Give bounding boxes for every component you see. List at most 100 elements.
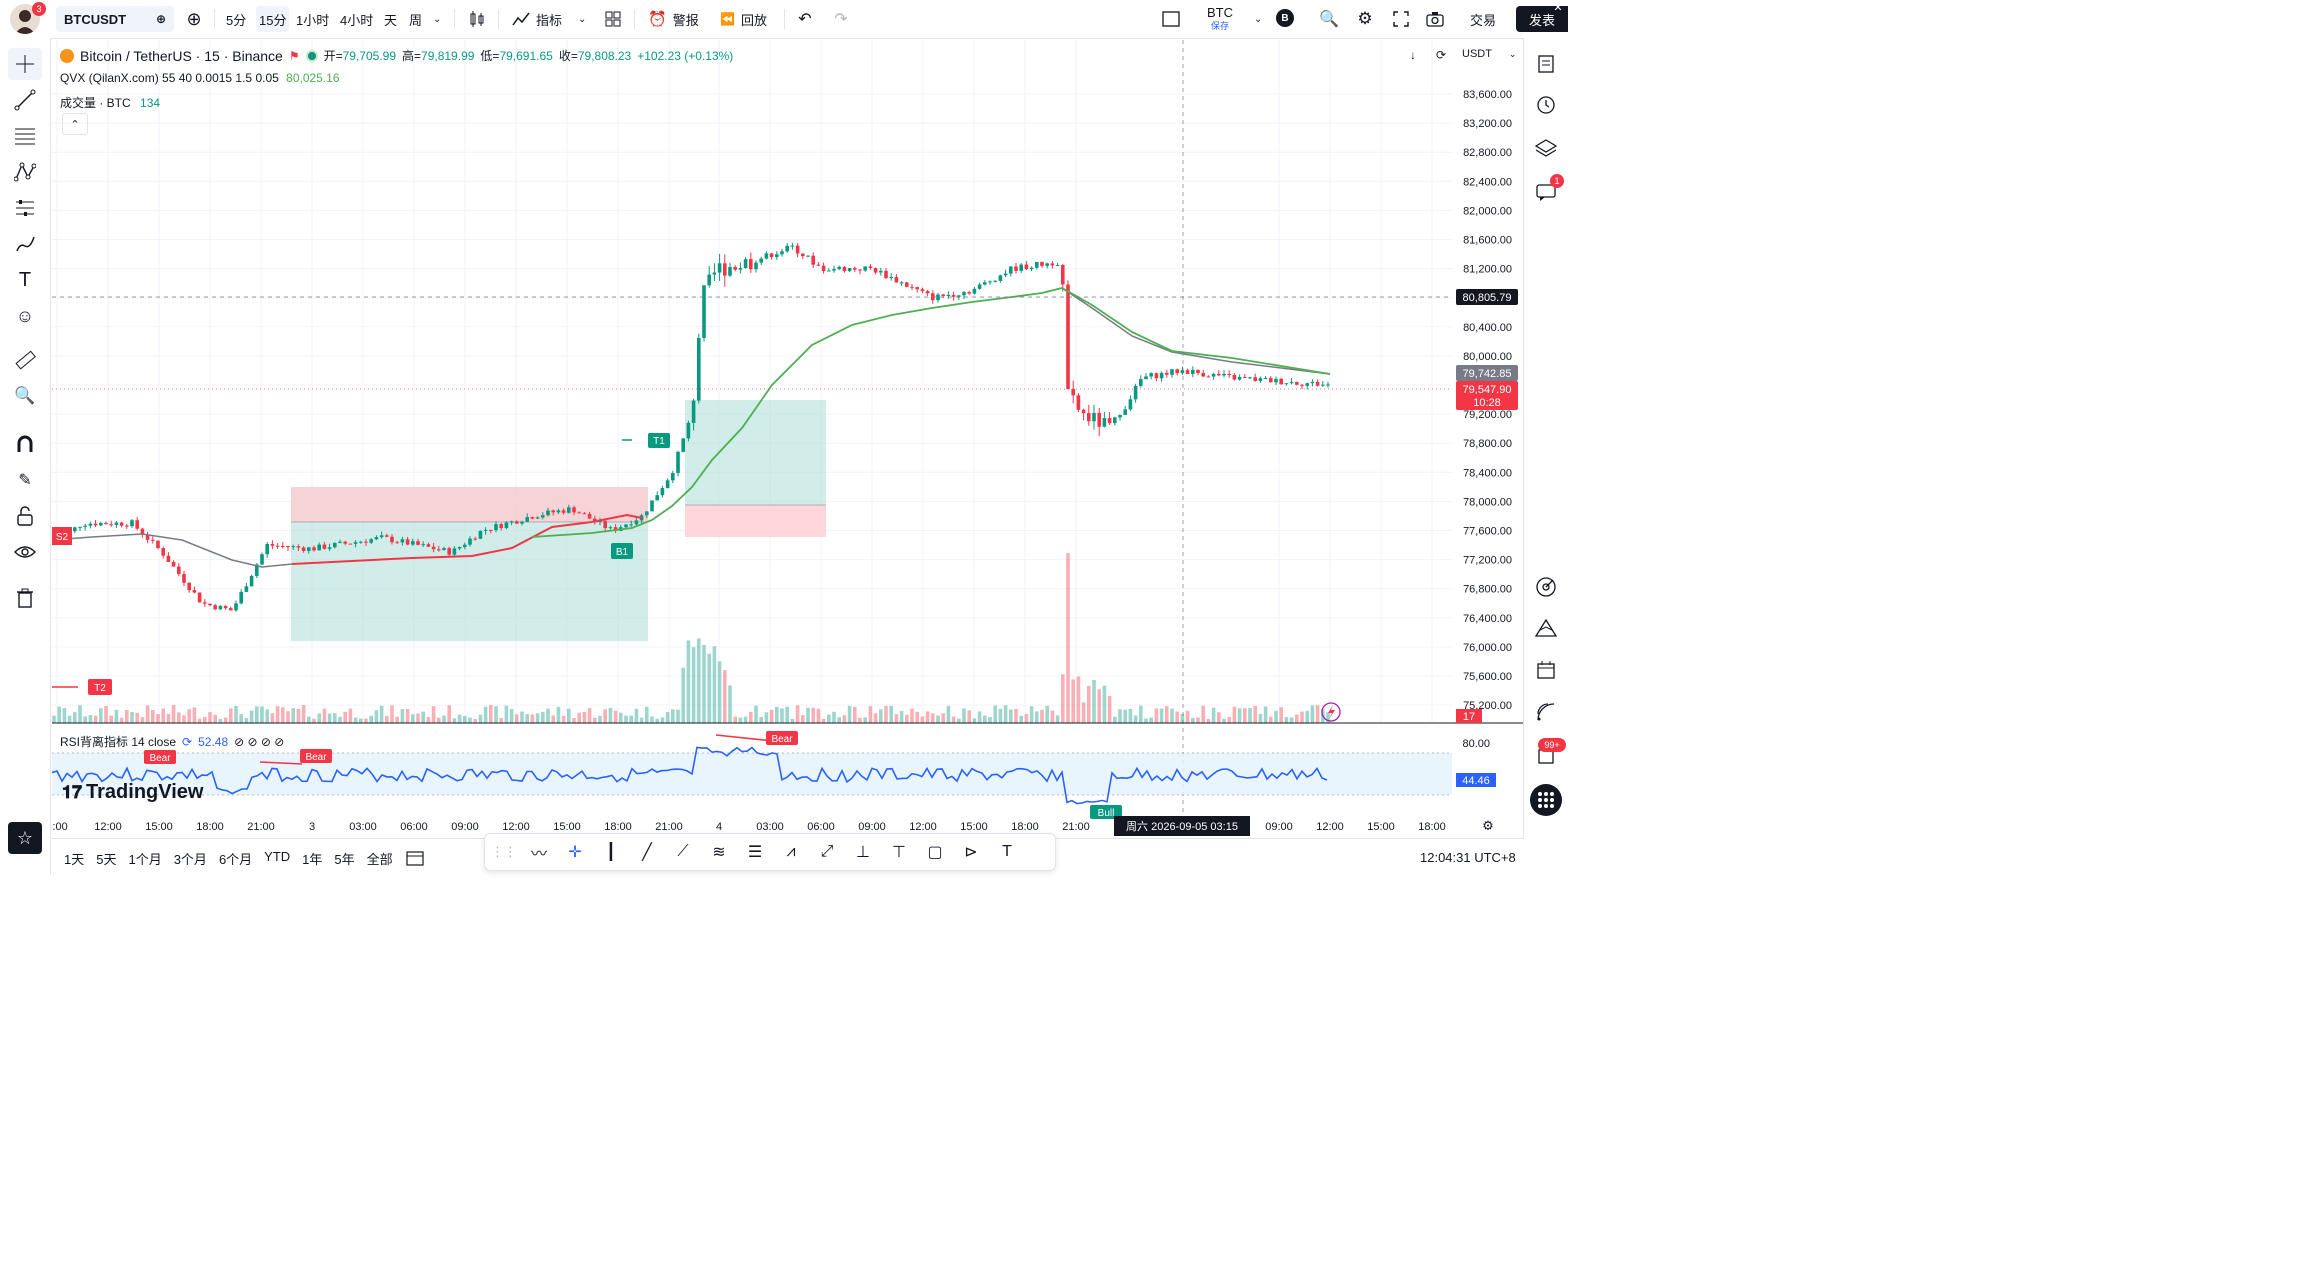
target-icon[interactable] (1532, 573, 1560, 601)
text-icon[interactable]: T (1002, 843, 1012, 860)
candle-type-icon[interactable] (466, 8, 488, 30)
currency-select[interactable]: USDT ⌄ (1462, 48, 1516, 60)
undo-icon[interactable]: ↶ (798, 11, 812, 28)
calendar-icon[interactable] (1532, 656, 1560, 684)
pattern-icon[interactable] (8, 156, 42, 188)
crosshair-tool-icon[interactable]: ✛ (568, 844, 582, 861)
chart-area[interactable]: Bear Bear Bear Bull S2 T2 T1 B1 83,600.0… (46, 40, 1524, 840)
drag-handle-icon[interactable]: ⋮⋮ (491, 844, 517, 859)
candle-body (156, 540, 160, 549)
indicators-dropdown-icon[interactable]: ⌄ (578, 13, 587, 25)
range-button[interactable]: 全部 (366, 852, 393, 867)
flag-icon[interactable]: ⚑ (288, 48, 300, 63)
interval-1h[interactable]: 1小时 (296, 6, 329, 32)
broker-badge-icon[interactable]: B (1276, 9, 1294, 27)
volume-bar (255, 706, 259, 723)
text-tool-icon[interactable]: T (18, 268, 32, 291)
clock[interactable]: 12:04:31 UTC+8 (1420, 850, 1516, 865)
volume-bar (515, 714, 519, 723)
emoji-icon[interactable]: ☺ (15, 305, 35, 326)
candle-body (1123, 409, 1127, 415)
watchlist-icon[interactable] (1532, 50, 1560, 78)
publish-button[interactable]: 发表 (1516, 6, 1568, 32)
trash-icon[interactable] (8, 582, 42, 614)
redo-icon[interactable]: ↷ (834, 11, 848, 28)
line-segment-icon[interactable]: ⟋ (677, 843, 689, 860)
range-button[interactable]: 1年 (302, 852, 323, 867)
time-axis[interactable]: 9:00 12:00 15:00 18:00 21:00 3 03:00 06:00 09:00… (46, 816, 1446, 836)
eye-icon[interactable] (8, 536, 42, 568)
price-scale[interactable]: 83,600.00 83,200.00 82,800.00 82,400.00 82,0… (1456, 89, 1518, 787)
download-arrow-icon[interactable]: ↓ (1410, 48, 1416, 62)
flash-icon[interactable] (1321, 702, 1341, 722)
range-button[interactable]: YTD (264, 849, 291, 864)
zigzag-icon[interactable]: ⩘ (786, 843, 796, 860)
trade-button[interactable]: 交易 (1470, 6, 1496, 32)
range-button[interactable]: 5天 (96, 852, 117, 867)
play-icon[interactable]: ⊳ (964, 844, 978, 861)
add-symbol-button[interactable]: ⊕ (186, 8, 202, 29)
interval-dropdown-icon[interactable]: ⌄ (433, 13, 442, 25)
time-axis-settings-icon[interactable]: ⚙ (1482, 818, 1494, 833)
magnet-icon[interactable] (8, 428, 42, 460)
interval-day[interactable]: 天 (384, 6, 397, 32)
layout-dropdown-icon[interactable]: ⌄ (1254, 13, 1263, 25)
candle-body (1248, 377, 1252, 379)
volume-bar (671, 709, 675, 723)
range-button[interactable]: 1个月 (128, 852, 162, 867)
candle-body (99, 522, 103, 526)
forecast-tool-icon[interactable] (8, 192, 42, 224)
apps-grid-icon[interactable] (1530, 784, 1562, 816)
layout-name[interactable]: BTC 保存 (1196, 5, 1244, 32)
curve-tool-icon[interactable]: 〰 (530, 846, 547, 863)
alert-clock-icon[interactable] (1532, 90, 1560, 118)
range-button[interactable]: 5年 (334, 852, 355, 867)
ruler-icon[interactable] (8, 344, 42, 376)
rectangle-icon[interactable]: ▢ (927, 844, 943, 861)
camera-icon[interactable] (1424, 8, 1446, 30)
sync-icon[interactable]: ⟳ (1435, 48, 1447, 62)
zoom-in-icon[interactable]: 🔍 (14, 386, 36, 405)
goto-date-icon[interactable] (404, 848, 426, 868)
symbol-search[interactable]: BTCUSDT ⊕ (56, 6, 174, 32)
window-icon[interactable] (1160, 8, 1182, 30)
interval-5m[interactable]: 5分 (226, 6, 246, 32)
interval-week[interactable]: 周 (409, 6, 422, 32)
vertical-line-icon[interactable]: ┃ (606, 844, 616, 861)
price-chart[interactable]: Bear Bear Bear Bull S2 T2 T1 B1 83,600.0… (46, 40, 1524, 840)
channel-icon[interactable]: ≋ (712, 844, 726, 861)
fib-icon[interactable]: ☰ (747, 844, 763, 861)
crosshair-icon[interactable] (8, 48, 42, 80)
replay-button[interactable]: ⏪ 回放 (720, 6, 767, 32)
interval-4h[interactable]: 4小时 (340, 6, 373, 32)
close-icon[interactable]: ✕ (1553, 1, 1563, 14)
favorites-star-icon[interactable]: ☆ (8, 822, 42, 854)
fib-retracement-icon[interactable] (8, 120, 42, 152)
fullscreen-icon[interactable] (1390, 8, 1412, 30)
quick-search-icon[interactable]: 🔍 (1319, 11, 1339, 28)
drawing-lock-icon[interactable]: ✎ (18, 472, 32, 489)
indicators-button[interactable]: 指标 (512, 6, 562, 32)
settings-gear-icon[interactable]: ⚙ (1357, 9, 1373, 28)
alerts-button[interactable]: ⏰ 警报 (648, 6, 699, 32)
ideas-mountain-icon[interactable] (1532, 614, 1560, 642)
collapse-legend-chevron-icon[interactable]: ⌃ (62, 113, 88, 135)
path-icon[interactable]: ⤢ (820, 843, 834, 860)
volume-bar (405, 709, 410, 723)
broadcast-icon[interactable] (1532, 698, 1560, 726)
candle-body (785, 245, 789, 252)
ray-icon[interactable]: ╱ (642, 844, 652, 861)
brush-icon[interactable] (8, 228, 42, 260)
long-position-icon[interactable]: ⊥ (856, 844, 870, 861)
chat-icon[interactable] (1532, 178, 1560, 206)
interval-15m[interactable]: 15分 (256, 6, 290, 32)
candle-body (780, 251, 784, 255)
range-button[interactable]: 6个月 (218, 852, 253, 867)
trend-line-icon[interactable] (8, 84, 42, 116)
layout-icon[interactable] (602, 8, 624, 30)
range-button[interactable]: 1天 (64, 852, 85, 867)
lock-icon[interactable] (8, 500, 42, 532)
short-position-icon[interactable]: ⊤ (892, 844, 906, 861)
layers-icon[interactable] (1532, 134, 1560, 162)
range-button[interactable]: 3个月 (173, 852, 207, 867)
